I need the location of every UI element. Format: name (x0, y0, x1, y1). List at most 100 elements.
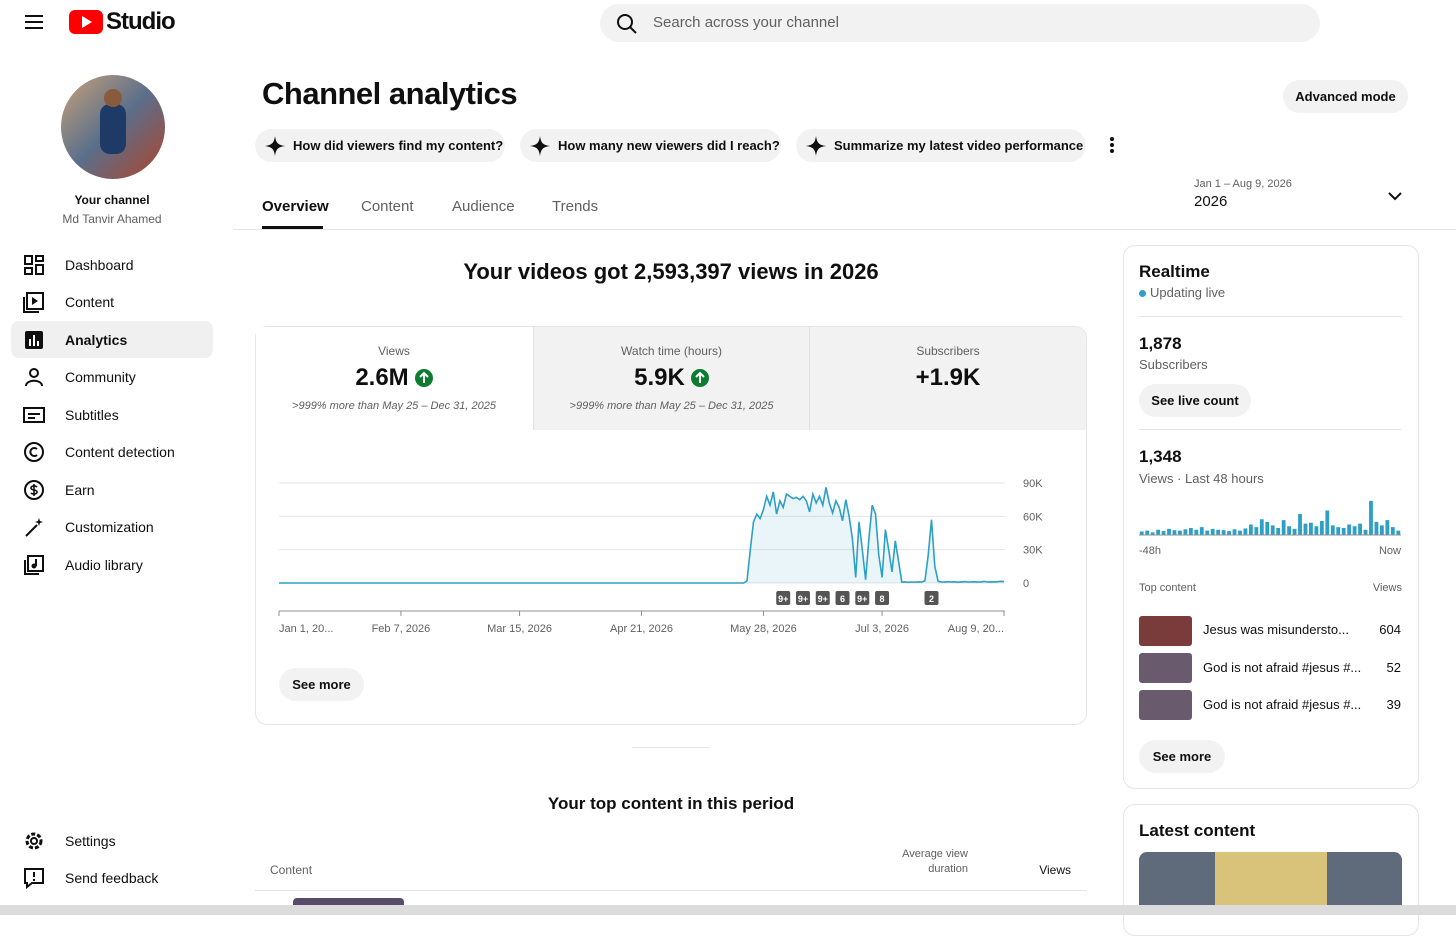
thumbnail[interactable] (1139, 616, 1192, 646)
metric-label: Views (378, 344, 410, 358)
page-title: Channel analytics (262, 76, 518, 111)
headline: Your videos got 2,593,397 views in 2026 (463, 259, 879, 284)
tab[interactable]: Overview (262, 198, 329, 215)
nav-label: Content detection (65, 443, 175, 460)
nav-item[interactable]: Analytics (11, 321, 213, 358)
thumbnail[interactable] (293, 898, 404, 906)
divider (233, 229, 1456, 230)
nav-icon (25, 832, 43, 849)
nav-icon (24, 254, 44, 275)
nav-label: Subtitles (65, 406, 119, 423)
page-body: Studio Search across your channel Your c… (0, 4, 1456, 936)
search-box[interactable]: Search across your channel (600, 4, 1320, 42)
scrollbar (0, 905, 1456, 915)
nav-item[interactable]: Audio library (11, 546, 213, 583)
nav-label: Send feedback (65, 869, 159, 886)
metric-note: >999% more than May 25 – Dec 31, 2025 (569, 400, 774, 412)
nav-icon (24, 441, 44, 462)
nav-item[interactable]: Send feedback (11, 859, 213, 896)
avatar[interactable] (60, 74, 166, 180)
content-views: 52 (1386, 660, 1401, 675)
content-title[interactable]: Jesus was misundersto... (1203, 622, 1349, 637)
nav-item[interactable]: Community (11, 358, 213, 395)
prompt-chip[interactable]: How did viewers find my content? (255, 129, 505, 162)
logo-icon[interactable] (69, 10, 103, 34)
nav-icon (25, 367, 43, 386)
nav-item[interactable]: Dashboard (11, 246, 213, 283)
thumbnail[interactable] (1139, 690, 1192, 720)
nav-icon (23, 406, 45, 423)
tab[interactable]: Content (361, 198, 414, 215)
subscribers-label: Subscribers (1139, 357, 1208, 372)
channel-name: Md Tanvir Ahamed (62, 212, 162, 226)
nav-item[interactable]: Earn (11, 471, 213, 508)
realtime-status: Updating live (1150, 285, 1226, 300)
nav-icon (24, 554, 44, 575)
content-views: 604 (1379, 622, 1401, 637)
section-title: Your top content in this period (547, 794, 795, 813)
menu-icon[interactable] (25, 14, 45, 30)
divider (1139, 429, 1402, 430)
live-count-button[interactable]: See live count (1139, 384, 1251, 417)
nav-item[interactable]: Settings (11, 822, 213, 859)
table-header: Content (270, 863, 313, 877)
metric-note: >999% more than May 25 – Dec 31, 2025 (292, 400, 496, 412)
divider (255, 890, 1087, 891)
nav-label: Dashboard (65, 256, 134, 273)
tab[interactable]: Trends (552, 198, 599, 215)
metric-card[interactable]: Views 2.6M >999% more than May 25 – Dec … (256, 327, 532, 430)
thumbnail[interactable] (1139, 653, 1192, 683)
date-period[interactable]: 2026 (1194, 193, 1228, 210)
metric-label: Watch time (hours) (621, 344, 722, 358)
nav-item[interactable]: Customization (11, 508, 213, 545)
content-title[interactable]: God is not afraid #jesus #... (1203, 660, 1362, 675)
see-more-button[interactable]: See more (1139, 740, 1225, 773)
more-icon[interactable] (1106, 136, 1118, 154)
nav-icon (23, 291, 44, 313)
nav-label: Settings (65, 832, 116, 849)
nav-item[interactable]: Content (11, 283, 213, 320)
divider (1139, 316, 1402, 317)
prompt-text: How many new viewers did I reach? (558, 138, 780, 153)
divider (632, 747, 710, 748)
metric-card[interactable]: Watch time (hours) 5.9K >999% more than … (533, 327, 809, 430)
metric-value: +1.9K (915, 364, 981, 391)
dropdown-icon[interactable] (1387, 190, 1403, 202)
content-title[interactable]: God is not afraid #jesus #... (1203, 697, 1362, 712)
nav-item[interactable]: Subtitles (11, 396, 213, 433)
views-label: Views · Last 48 hours (1139, 471, 1264, 486)
nav-label: Earn (65, 481, 95, 498)
metric-card[interactable]: Subscribers +1.9K (809, 327, 1086, 430)
logo-text[interactable]: Studio (106, 8, 176, 35)
table-header: Average view duration (902, 848, 968, 875)
prompt-chip[interactable]: Summarize my latest video performance (796, 129, 1086, 162)
prompt-chip[interactable]: How many new viewers did I reach? (520, 129, 781, 162)
thumbnail-image (1215, 852, 1327, 912)
views-header: Views (1372, 582, 1402, 594)
content-views: 39 (1386, 697, 1401, 712)
tab-indicator (262, 226, 323, 229)
nav-label: Community (65, 368, 136, 385)
date-range[interactable]: Jan 1 – Aug 9, 2026 (1194, 178, 1292, 190)
sparkle-icon (806, 135, 826, 156)
channel-label: Your channel (74, 193, 150, 207)
nav-icon (24, 867, 44, 889)
nav-item[interactable]: Content detection (11, 433, 213, 470)
nav-icon (25, 517, 43, 537)
prompt-text: Summarize my latest video performance (834, 138, 1084, 153)
views-value: 1,348 (1139, 447, 1182, 466)
up-icon (690, 369, 709, 387)
latest-title: Latest content (1139, 821, 1256, 840)
metric-label: Subscribers (916, 344, 980, 358)
see-more-button[interactable]: See more (279, 668, 364, 701)
page: Channel analytics { "header": {"logo": "… (0, 4, 1456, 936)
live-dot (1139, 290, 1146, 297)
latest-thumbnail[interactable] (1139, 852, 1402, 912)
up-icon (414, 369, 433, 387)
metric-value: 5.9K (634, 364, 685, 391)
advanced-mode-button[interactable]: Advanced mode (1283, 80, 1408, 113)
nav-label: Audio library (65, 556, 143, 573)
tab[interactable]: Audience (452, 198, 515, 215)
nav-icon (25, 330, 43, 349)
sparkle-icon (265, 135, 285, 156)
